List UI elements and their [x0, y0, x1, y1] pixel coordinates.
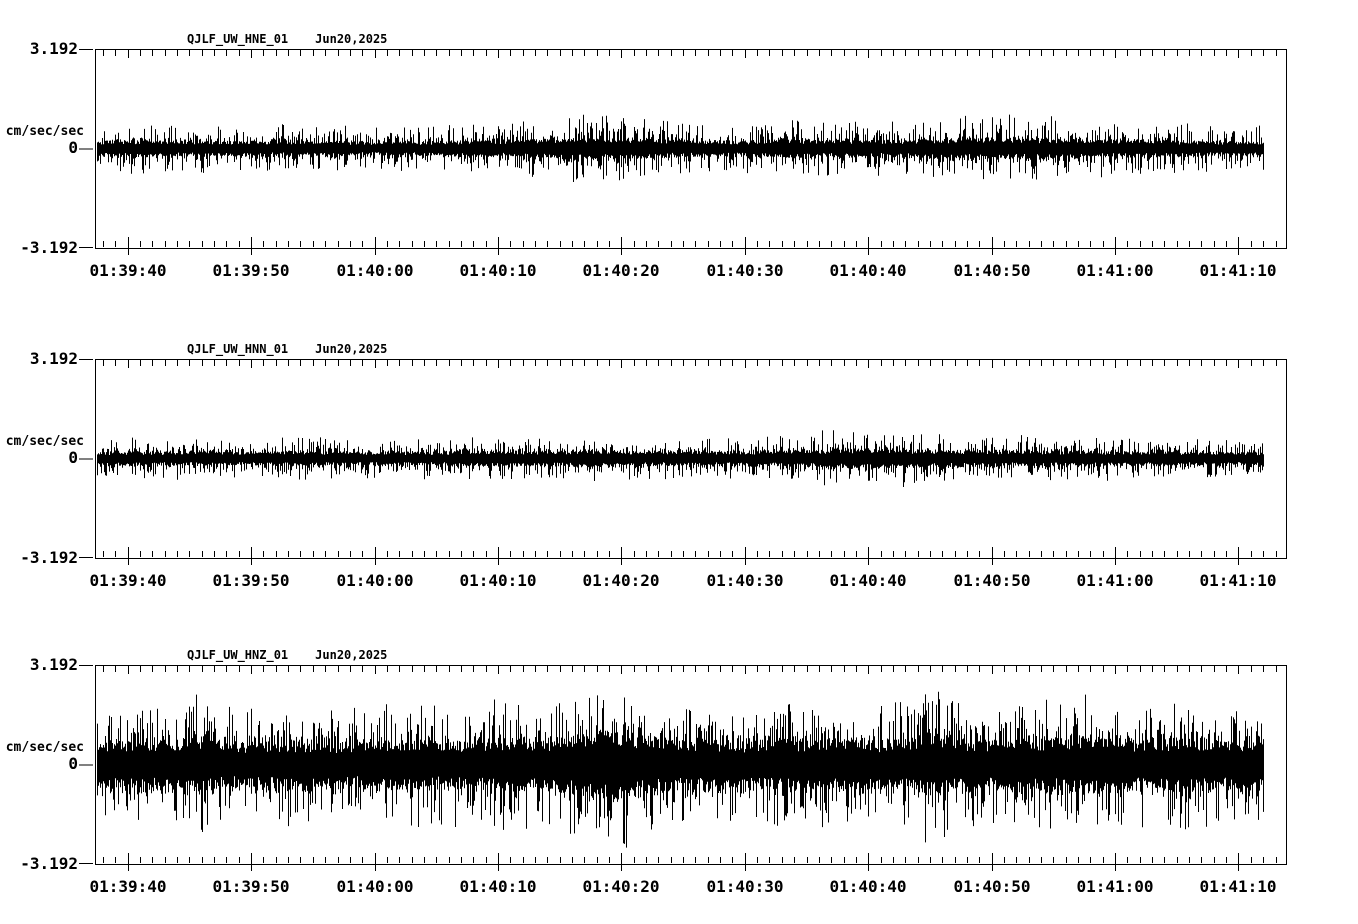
axis-box — [95, 359, 1287, 559]
y-tick-label-min: -3.192 — [20, 548, 78, 567]
x-tick-label: 01:39:50 — [212, 571, 290, 590]
x-tick-label: 01:40:30 — [706, 877, 784, 896]
x-tick-label: 01:40:10 — [459, 877, 537, 896]
x-tick-label: 01:40:50 — [953, 571, 1031, 590]
date-label: Jun20,2025 — [315, 32, 388, 46]
panel-title: QJLF_UW_HNZ_01 Jun20,2025 — [187, 649, 387, 661]
x-tick-label: 01:40:50 — [953, 261, 1031, 280]
x-tick-label: 01:40:10 — [459, 571, 537, 590]
x-tick-label: 01:41:00 — [1076, 877, 1154, 896]
x-tick-label: 01:39:40 — [89, 571, 167, 590]
y-tick-label-zero: 0 — [68, 754, 78, 773]
x-tick-label: 01:40:00 — [336, 261, 414, 280]
x-tick-label: 01:40:20 — [582, 571, 660, 590]
x-tick-label: 01:41:10 — [1199, 877, 1277, 896]
station-channel-id: QJLF_UW_HNN_01 — [187, 342, 289, 356]
x-tick-label: 01:40:40 — [829, 877, 907, 896]
axis-box — [95, 665, 1287, 865]
panel-title: QJLF_UW_HNN_01 Jun20,2025 — [187, 343, 387, 355]
y-axis-unit-label: cm/sec/sec — [5, 434, 84, 449]
x-axis-labels: 01:39:40 01:39:50 01:40:00 01:40:10 01:40:20… — [0, 879, 1358, 895]
x-tick-label: 01:40:40 — [829, 571, 907, 590]
axis-box — [95, 49, 1287, 249]
y-tick-label-zero: 0 — [68, 138, 78, 157]
x-tick-label: 01:40:00 — [336, 571, 414, 590]
x-axis-labels: 01:39:40 01:39:50 01:40:00 01:40:10 01:40:20… — [0, 263, 1358, 279]
x-tick-label: 01:39:50 — [212, 261, 290, 280]
station-channel-id: QJLF_UW_HNZ_01 — [187, 648, 289, 662]
y-tick-label-max: 3.192 — [29, 655, 78, 674]
axis-ticks — [79, 665, 1277, 871]
waveform-trace — [97, 430, 1264, 487]
station-channel-id: QJLF_UW_HNE_01 — [187, 32, 289, 46]
y-axis-unit-label: cm/sec/sec — [5, 124, 84, 139]
x-tick-label: 01:41:00 — [1076, 261, 1154, 280]
x-axis-labels: 01:39:40 01:39:50 01:40:00 01:40:10 01:40:20… — [0, 573, 1358, 589]
panel-title: QJLF_UW_HNE_01 Jun20,2025 — [187, 33, 387, 45]
x-tick-label: 01:40:30 — [706, 571, 784, 590]
y-axis-unit-label: cm/sec/sec — [5, 740, 84, 755]
x-tick-label: 01:40:40 — [829, 261, 907, 280]
y-tick-label-zero: 0 — [68, 448, 78, 467]
waveform-trace — [97, 691, 1264, 848]
x-tick-label: 01:40:30 — [706, 261, 784, 280]
y-tick-label-min: -3.192 — [20, 854, 78, 873]
y-tick-label-max: 3.192 — [29, 39, 78, 58]
x-tick-label: 01:40:20 — [582, 261, 660, 280]
waveform-trace — [97, 114, 1264, 182]
x-tick-label: 01:41:00 — [1076, 571, 1154, 590]
date-label: Jun20,2025 — [315, 648, 388, 662]
x-tick-label: 01:40:10 — [459, 261, 537, 280]
x-tick-label: 01:41:10 — [1199, 261, 1277, 280]
y-tick-label-min: -3.192 — [20, 238, 78, 257]
axis-ticks — [79, 49, 1277, 255]
x-tick-label: 01:40:00 — [336, 877, 414, 896]
x-tick-label: 01:39:50 — [212, 877, 290, 896]
x-tick-label: 01:39:40 — [89, 877, 167, 896]
x-tick-label: 01:40:50 — [953, 877, 1031, 896]
axis-ticks — [79, 359, 1277, 565]
y-tick-label-max: 3.192 — [29, 349, 78, 368]
x-tick-label: 01:40:20 — [582, 877, 660, 896]
x-tick-label: 01:39:40 — [89, 261, 167, 280]
x-tick-label: 01:41:10 — [1199, 571, 1277, 590]
date-label: Jun20,2025 — [315, 342, 388, 356]
